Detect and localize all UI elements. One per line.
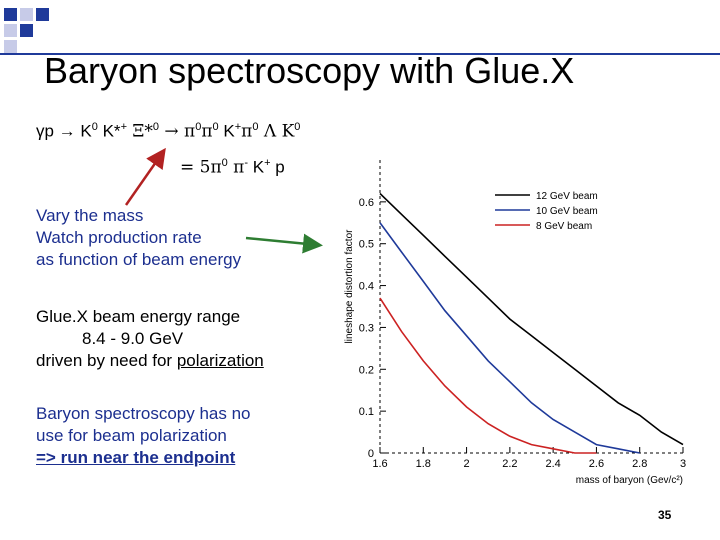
y-tick-label: 0.3 <box>359 322 374 334</box>
legend-label: 12 GeV beam <box>536 191 598 202</box>
title-rule <box>0 53 720 55</box>
x-tick-label: 2.6 <box>589 458 604 470</box>
x-tick-label: 2.8 <box>632 458 647 470</box>
red-arrow <box>124 147 166 206</box>
y-axis-label: lineshape distortion factor <box>344 229 355 344</box>
reaction-line-1: γp → K0 K*+ Ξ*0 → π0π0 K+π0 Λ K0 <box>36 121 301 142</box>
corner-square-2 <box>20 8 33 21</box>
corner-square-4 <box>4 24 17 37</box>
page-number: 35 <box>658 508 672 522</box>
x-axis-label: mass of baryon (Gev/c²) <box>576 475 683 486</box>
corner-square-6 <box>4 40 17 53</box>
note-line: Watch production rate <box>36 228 202 247</box>
note-line: 8.4 - 9.0 GeV <box>82 329 184 348</box>
legend-label: 10 GeV beam <box>536 206 598 217</box>
legend-label: 8 GeV beam <box>536 221 592 232</box>
note-block-1: Vary the mass Watch production rate as f… <box>36 205 241 271</box>
corner-square-1 <box>4 8 17 21</box>
note-line: Glue.X beam energy range <box>36 307 241 326</box>
green-arrow <box>245 233 323 254</box>
x-tick-label: 2.4 <box>545 458 560 470</box>
note-line-emphasis: => run near the endpoint <box>36 448 236 467</box>
y-tick-label: 0.6 <box>359 197 374 209</box>
note-line: Baryon spectroscopy has no <box>36 404 251 423</box>
note-block-2: Glue.X beam energy range 8.4 - 9.0 GeV d… <box>36 306 264 372</box>
corner-square-5 <box>20 24 33 37</box>
series-line <box>379 192 684 446</box>
x-tick-label: 2 <box>464 458 470 470</box>
reaction-line-2: = 5π0 π- K+ p <box>180 157 285 178</box>
x-tick-label: 3 <box>680 458 686 470</box>
note-line: driven by need for polarization <box>36 351 264 370</box>
x-tick-label: 1.6 <box>372 458 387 470</box>
y-tick-label: 0.4 <box>359 281 374 293</box>
y-tick-label: 0.5 <box>359 239 374 251</box>
x-tick-label: 1.8 <box>416 458 431 470</box>
distortion-chart: 0 0.1 0.2 0.3 0.4 0.5 0.6 1.6 1.8 2 2.2 2.4 2.6 2.8 3 l… <box>344 160 686 486</box>
y-tick-label: 0.1 <box>359 406 374 418</box>
series-line <box>379 222 640 454</box>
note-block-3: Baryon spectroscopy has no use for beam … <box>36 403 251 469</box>
note-line: Vary the mass <box>36 206 144 225</box>
note-line: use for beam polarization <box>36 426 227 445</box>
x-tick-label: 2.2 <box>502 458 517 470</box>
slide-title: Baryon spectroscopy with Glue.X <box>44 50 575 91</box>
note-line: as function of beam energy <box>36 250 242 269</box>
y-tick-label: 0 <box>368 448 374 460</box>
y-tick-label: 0.2 <box>359 364 374 376</box>
corner-square-3 <box>36 8 49 21</box>
series-line <box>379 297 597 454</box>
